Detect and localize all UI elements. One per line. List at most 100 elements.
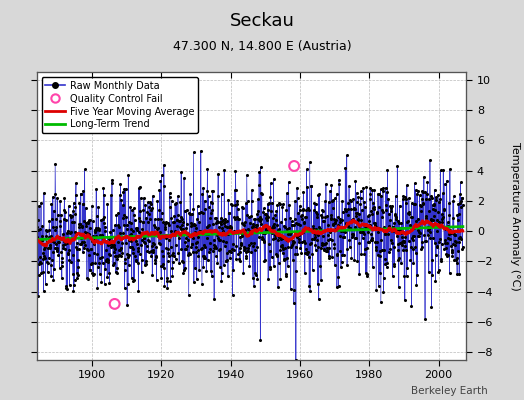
Point bbox=[110, 248, 118, 255]
Point bbox=[76, 240, 84, 247]
Point bbox=[151, 216, 159, 222]
Point bbox=[259, 209, 267, 216]
Point bbox=[108, 227, 117, 234]
Point bbox=[48, 216, 57, 222]
Point bbox=[92, 186, 101, 192]
Point bbox=[391, 211, 399, 218]
Point bbox=[71, 211, 79, 217]
Point bbox=[407, 226, 415, 232]
Point bbox=[140, 262, 149, 268]
Point bbox=[112, 269, 120, 275]
Point bbox=[351, 235, 359, 241]
Point bbox=[78, 239, 86, 245]
Point bbox=[340, 234, 348, 240]
Point bbox=[217, 221, 225, 227]
Point bbox=[47, 201, 56, 207]
Point bbox=[447, 243, 455, 249]
Point bbox=[214, 192, 222, 199]
Point bbox=[79, 201, 88, 207]
Point bbox=[405, 238, 413, 244]
Point bbox=[241, 219, 249, 226]
Point bbox=[272, 208, 280, 215]
Point bbox=[341, 208, 350, 214]
Point bbox=[371, 222, 379, 228]
Point bbox=[152, 254, 160, 260]
Point bbox=[456, 234, 464, 240]
Point bbox=[419, 200, 428, 206]
Point bbox=[279, 235, 287, 242]
Point bbox=[420, 220, 428, 226]
Point bbox=[401, 234, 409, 240]
Point bbox=[350, 205, 358, 212]
Point bbox=[234, 205, 242, 212]
Point bbox=[305, 226, 314, 232]
Point bbox=[233, 213, 241, 220]
Point bbox=[254, 196, 262, 202]
Point bbox=[343, 262, 351, 268]
Point bbox=[56, 223, 64, 230]
Point bbox=[408, 200, 416, 206]
Point bbox=[416, 230, 424, 236]
Point bbox=[426, 235, 434, 241]
Point bbox=[373, 239, 381, 246]
Point bbox=[406, 224, 414, 230]
Point bbox=[408, 234, 416, 241]
Point bbox=[316, 245, 325, 251]
Point bbox=[56, 218, 64, 224]
Point bbox=[171, 232, 179, 238]
Point bbox=[157, 263, 165, 269]
Point bbox=[207, 268, 215, 274]
Point bbox=[401, 200, 410, 206]
Point bbox=[106, 252, 114, 258]
Point bbox=[215, 224, 224, 230]
Point bbox=[34, 236, 42, 242]
Point bbox=[222, 224, 231, 230]
Point bbox=[225, 222, 234, 229]
Point bbox=[44, 260, 52, 266]
Point bbox=[301, 270, 309, 276]
Point bbox=[162, 275, 171, 281]
Point bbox=[84, 252, 93, 258]
Point bbox=[405, 211, 413, 217]
Point bbox=[314, 296, 323, 303]
Point bbox=[243, 248, 252, 254]
Point bbox=[427, 304, 435, 310]
Point bbox=[366, 196, 374, 202]
Point bbox=[106, 234, 115, 240]
Point bbox=[379, 288, 388, 295]
Point bbox=[47, 273, 56, 280]
Point bbox=[216, 218, 225, 225]
Point bbox=[69, 288, 78, 294]
Point bbox=[302, 214, 310, 220]
Point bbox=[442, 244, 450, 251]
Point bbox=[53, 248, 61, 254]
Point bbox=[32, 234, 41, 240]
Point bbox=[411, 201, 419, 207]
Point bbox=[152, 277, 161, 283]
Point bbox=[72, 270, 81, 276]
Point bbox=[399, 196, 407, 202]
Point bbox=[240, 222, 248, 228]
Point bbox=[77, 191, 85, 197]
Point bbox=[210, 245, 219, 251]
Point bbox=[100, 192, 108, 198]
Point bbox=[45, 226, 53, 233]
Point bbox=[248, 243, 257, 249]
Point bbox=[222, 258, 231, 264]
Point bbox=[132, 225, 140, 232]
Point bbox=[260, 211, 269, 218]
Point bbox=[416, 202, 424, 208]
Point bbox=[342, 221, 350, 228]
Point bbox=[312, 247, 320, 254]
Point bbox=[421, 315, 429, 322]
Point bbox=[404, 218, 412, 224]
Point bbox=[234, 251, 243, 258]
Point bbox=[314, 192, 323, 198]
Point bbox=[421, 196, 430, 202]
Point bbox=[246, 228, 255, 235]
Point bbox=[419, 218, 428, 225]
Point bbox=[155, 232, 163, 238]
Point bbox=[87, 246, 95, 252]
Point bbox=[240, 227, 248, 233]
Point bbox=[401, 194, 410, 201]
